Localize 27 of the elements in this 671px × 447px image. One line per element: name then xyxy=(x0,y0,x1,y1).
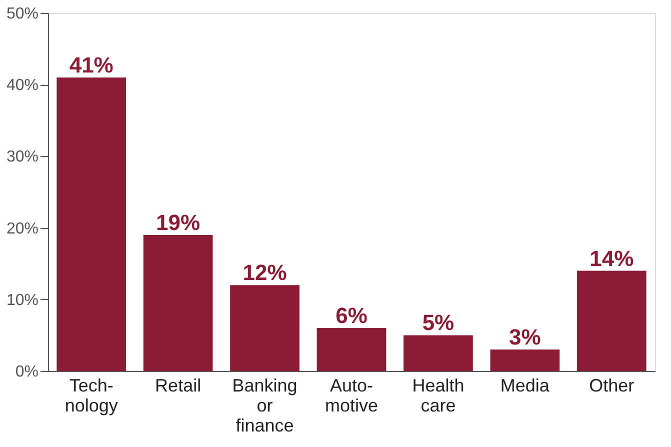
bar xyxy=(230,285,300,371)
y-tick-label: 30% xyxy=(6,148,38,166)
x-tick-label: Auto- motive xyxy=(324,376,378,416)
bar xyxy=(143,234,213,371)
y-tick-label: 40% xyxy=(6,77,38,94)
x-tick-label: Tech- nology xyxy=(64,376,118,416)
bar xyxy=(404,335,473,371)
bar xyxy=(316,328,386,371)
bar xyxy=(56,77,126,371)
data-label: 14% xyxy=(590,246,634,271)
y-tick-label: 10% xyxy=(6,292,38,309)
bar xyxy=(576,270,646,371)
x-tick-label: Retail xyxy=(155,376,202,396)
y-tick-label: 50% xyxy=(6,6,38,22)
x-tick-label: Banking or finance xyxy=(232,376,298,436)
y-tick-label: 0% xyxy=(15,364,38,380)
bar xyxy=(490,350,560,371)
x-tick-label: Health care xyxy=(412,376,464,416)
x-tick-label: Other xyxy=(589,376,634,396)
data-label: 12% xyxy=(242,260,287,286)
data-label: 5% xyxy=(422,310,454,336)
y-tick-label: 20% xyxy=(6,220,38,238)
x-tick-label: Media xyxy=(500,376,550,396)
data-label: 41% xyxy=(69,52,114,78)
data-label: 19% xyxy=(156,210,200,235)
data-label: 6% xyxy=(336,303,368,328)
data-label: 3% xyxy=(509,324,541,350)
